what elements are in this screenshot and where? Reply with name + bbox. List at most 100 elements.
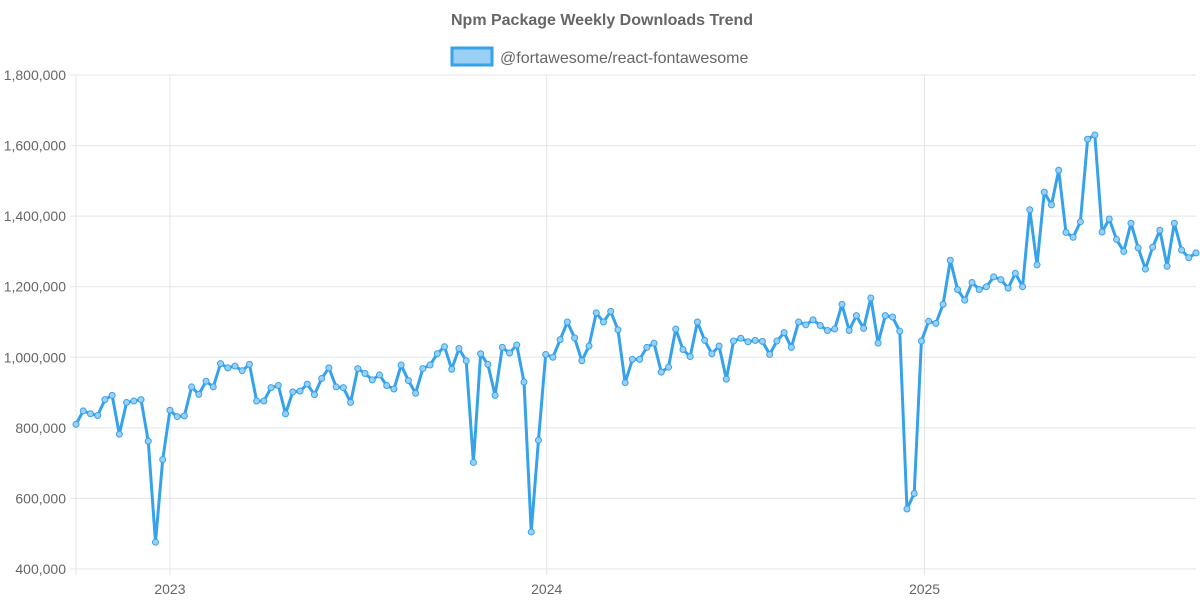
data-point[interactable]: [1178, 246, 1186, 254]
data-point[interactable]: [72, 420, 80, 428]
data-point[interactable]: [968, 278, 976, 286]
data-point[interactable]: [990, 273, 998, 281]
data-point[interactable]: [513, 341, 521, 349]
data-point[interactable]: [722, 375, 730, 383]
data-point[interactable]: [289, 388, 297, 396]
data-point[interactable]: [397, 361, 405, 369]
data-point[interactable]: [917, 337, 925, 345]
data-point[interactable]: [874, 339, 882, 347]
data-point[interactable]: [845, 326, 853, 334]
data-point[interactable]: [115, 430, 123, 438]
data-point[interactable]: [390, 385, 398, 393]
data-point[interactable]: [1141, 265, 1149, 273]
data-point[interactable]: [412, 389, 420, 397]
data-point[interactable]: [1091, 131, 1099, 139]
data-point[interactable]: [643, 343, 651, 351]
data-point[interactable]: [94, 412, 102, 420]
data-point[interactable]: [1192, 249, 1200, 257]
data-point[interactable]: [1127, 219, 1135, 227]
data-point[interactable]: [592, 309, 600, 317]
data-point[interactable]: [636, 355, 644, 363]
data-point[interactable]: [173, 413, 181, 421]
data-point[interactable]: [130, 397, 138, 405]
data-point[interactable]: [1185, 254, 1193, 262]
data-point[interactable]: [477, 350, 485, 358]
data-point[interactable]: [1105, 215, 1113, 223]
data-point[interactable]: [1019, 283, 1027, 291]
data-point[interactable]: [701, 336, 709, 344]
data-point[interactable]: [332, 383, 340, 391]
data-point[interactable]: [245, 360, 253, 368]
data-point[interactable]: [831, 325, 839, 333]
data-point[interactable]: [751, 336, 759, 344]
data-point[interactable]: [802, 321, 810, 329]
data-point[interactable]: [823, 326, 831, 334]
data-point[interactable]: [657, 368, 665, 376]
data-point[interactable]: [925, 317, 933, 325]
data-point[interactable]: [303, 380, 311, 388]
data-point[interactable]: [159, 456, 167, 464]
data-point[interactable]: [180, 412, 188, 420]
data-point[interactable]: [1069, 233, 1077, 241]
data-point[interactable]: [527, 528, 535, 536]
data-point[interactable]: [137, 396, 145, 404]
data-point[interactable]: [318, 374, 326, 382]
data-point[interactable]: [621, 379, 629, 387]
data-point[interactable]: [787, 343, 795, 351]
data-point[interactable]: [166, 406, 174, 414]
data-point[interactable]: [715, 342, 723, 350]
data-point[interactable]: [231, 362, 239, 370]
data-point[interactable]: [441, 343, 449, 351]
data-point[interactable]: [296, 387, 304, 395]
data-point[interactable]: [737, 334, 745, 342]
data-point[interactable]: [650, 339, 658, 347]
data-point[interactable]: [375, 371, 383, 379]
data-point[interactable]: [101, 396, 109, 404]
data-point[interactable]: [144, 437, 152, 445]
data-point[interactable]: [889, 313, 897, 321]
data-point[interactable]: [571, 334, 579, 342]
data-point[interactable]: [325, 364, 333, 372]
data-point[interactable]: [939, 300, 947, 308]
data-point[interactable]: [1156, 226, 1164, 234]
data-point[interactable]: [628, 355, 636, 363]
data-point[interactable]: [1062, 228, 1070, 236]
data-point[interactable]: [1098, 228, 1106, 236]
data-point[interactable]: [238, 367, 246, 375]
data-point[interactable]: [108, 391, 116, 399]
data-point[interactable]: [368, 376, 376, 384]
data-point[interactable]: [217, 360, 225, 368]
data-point[interactable]: [253, 397, 261, 405]
data-point[interactable]: [339, 384, 347, 392]
data-point[interactable]: [607, 307, 615, 315]
data-point[interactable]: [433, 350, 441, 358]
data-point[interactable]: [202, 377, 210, 385]
data-point[interactable]: [195, 390, 203, 398]
data-point[interactable]: [542, 350, 550, 358]
data-point[interactable]: [961, 296, 969, 304]
data-point[interactable]: [1011, 269, 1019, 277]
data-point[interactable]: [896, 327, 904, 335]
data-point[interactable]: [599, 318, 607, 326]
data-point[interactable]: [260, 397, 268, 405]
data-point[interactable]: [975, 286, 983, 294]
data-point[interactable]: [1055, 166, 1063, 174]
data-point[interactable]: [209, 383, 217, 391]
data-point[interactable]: [361, 370, 369, 378]
data-point[interactable]: [982, 283, 990, 291]
data-point[interactable]: [310, 391, 318, 399]
data-point[interactable]: [910, 489, 918, 497]
legend[interactable]: @fortawesome/react-fontawesome: [450, 46, 748, 67]
data-point[interactable]: [1004, 284, 1012, 292]
data-point[interactable]: [672, 325, 680, 333]
data-point[interactable]: [1149, 243, 1157, 251]
data-point[interactable]: [383, 382, 391, 390]
data-point[interactable]: [903, 505, 911, 513]
data-point[interactable]: [455, 344, 463, 352]
data-point[interactable]: [224, 364, 232, 372]
data-point[interactable]: [520, 378, 528, 386]
data-point[interactable]: [679, 346, 687, 354]
data-point[interactable]: [79, 407, 87, 415]
data-point[interactable]: [838, 300, 846, 308]
data-point[interactable]: [1026, 206, 1034, 214]
